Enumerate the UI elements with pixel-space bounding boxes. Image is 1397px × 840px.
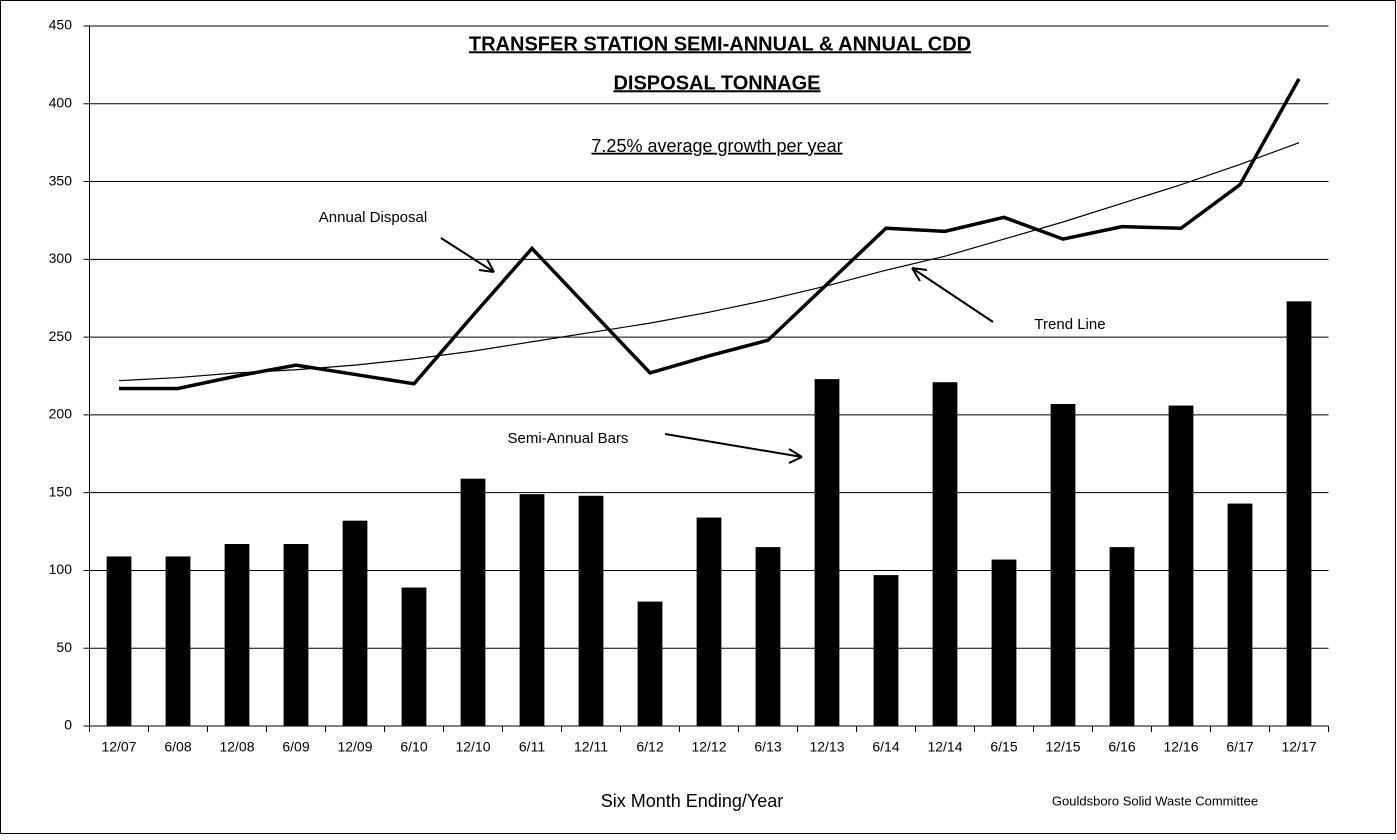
- bar: [224, 544, 250, 726]
- x-tick-label: 6/14: [872, 739, 899, 755]
- bar: [1227, 503, 1253, 726]
- y-tick-label: 400: [49, 94, 73, 110]
- bar: [1168, 405, 1194, 726]
- bar: [519, 494, 545, 726]
- x-tick-label: 12/16: [1163, 739, 1198, 755]
- x-tick-label: 6/15: [990, 739, 1017, 755]
- x-tick-label: 6/12: [636, 739, 663, 755]
- y-tick-label: 150: [49, 483, 73, 499]
- arrow: [440, 237, 495, 273]
- bar: [991, 559, 1017, 726]
- x-tick-label: 12/09: [337, 739, 372, 755]
- x-tick-label: 6/17: [1226, 739, 1253, 755]
- bar: [1286, 301, 1312, 726]
- x-tick-label: 6/09: [282, 739, 309, 755]
- y-tick-label: 250: [49, 328, 73, 344]
- bar: [283, 544, 309, 726]
- source-note: Gouldsboro Solid Waste Committee: [1052, 793, 1258, 808]
- bar: [342, 520, 368, 726]
- chart-title: TRANSFER STATION SEMI-ANNUAL & ANNUAL CD…: [469, 33, 971, 55]
- annotation: Semi-Annual Bars: [508, 430, 629, 447]
- bar: [932, 382, 958, 726]
- x-tick-label: 12/17: [1281, 739, 1316, 755]
- y-tick-label: 50: [56, 639, 72, 655]
- bar: [401, 587, 427, 726]
- trend-line: [118, 142, 1300, 382]
- annotation: Trend Line: [1034, 316, 1105, 333]
- bar: [1109, 547, 1135, 726]
- y-tick-label: 450: [49, 17, 73, 33]
- subtitle-background: [550, 134, 885, 160]
- chart-subtitle: 7.25% average growth per year: [591, 136, 842, 156]
- y-tick-label: 300: [49, 250, 73, 266]
- x-axis-label: Six Month Ending/Year: [601, 791, 783, 811]
- y-tick-label: 350: [49, 172, 73, 188]
- bar: [106, 556, 132, 726]
- x-tick-label: 12/07: [101, 739, 136, 755]
- x-tick-label: 12/14: [927, 739, 962, 755]
- chart-title-line2: DISPOSAL TONNAGE: [613, 72, 820, 94]
- x-tick-label: 12/15: [1045, 739, 1080, 755]
- arrow: [664, 433, 803, 464]
- x-tick-label: 6/10: [400, 739, 427, 755]
- x-tick-label: 12/12: [691, 739, 726, 755]
- x-tick-label: 12/10: [455, 739, 490, 755]
- y-tick-label: 200: [49, 406, 73, 422]
- y-tick-label: 100: [49, 561, 73, 577]
- bar: [637, 601, 663, 726]
- bar: [578, 495, 604, 726]
- x-tick-label: 12/08: [219, 739, 254, 755]
- x-tick-label: 6/08: [164, 739, 191, 755]
- x-tick-label: 12/13: [809, 739, 844, 755]
- marks: [106, 78, 1312, 726]
- bar: [696, 517, 722, 726]
- bar: [165, 556, 191, 726]
- x-tick-label: 12/11: [574, 739, 608, 755]
- y-tick-label: 0: [64, 717, 72, 733]
- arrows: [440, 237, 994, 464]
- arrow: [911, 267, 994, 323]
- bar: [755, 547, 781, 726]
- bar: [1050, 404, 1076, 726]
- bar: [814, 379, 840, 726]
- annotation: Annual Disposal: [319, 209, 427, 226]
- bar: [873, 575, 899, 726]
- bar: [460, 478, 486, 726]
- title-background: [395, 30, 1045, 102]
- x-tick-label: 6/11: [519, 739, 545, 755]
- x-tick-label: 6/16: [1108, 739, 1135, 755]
- x-tick-label: 6/13: [754, 739, 781, 755]
